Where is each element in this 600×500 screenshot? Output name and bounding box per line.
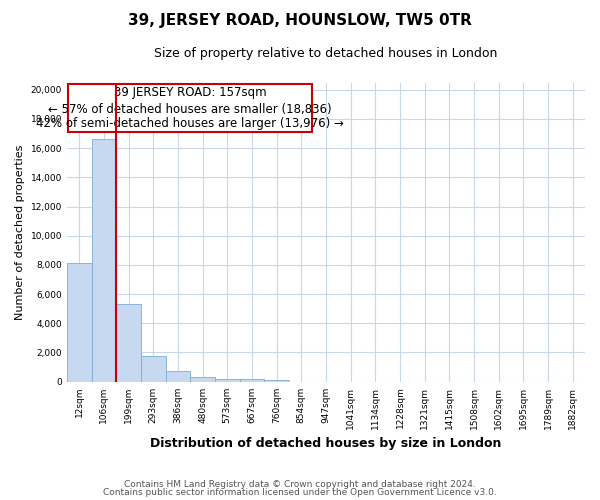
Bar xyxy=(264,380,289,382)
Bar xyxy=(141,356,166,382)
Y-axis label: Number of detached properties: Number of detached properties xyxy=(15,144,25,320)
Text: Contains HM Land Registry data © Crown copyright and database right 2024.: Contains HM Land Registry data © Crown c… xyxy=(124,480,476,489)
Bar xyxy=(116,304,141,382)
Text: 39, JERSEY ROAD, HOUNSLOW, TW5 0TR: 39, JERSEY ROAD, HOUNSLOW, TW5 0TR xyxy=(128,12,472,28)
Text: 42% of semi-detached houses are larger (13,976) →: 42% of semi-detached houses are larger (… xyxy=(37,117,344,130)
Bar xyxy=(190,376,215,382)
FancyBboxPatch shape xyxy=(68,84,313,132)
Bar xyxy=(67,264,92,382)
X-axis label: Distribution of detached houses by size in London: Distribution of detached houses by size … xyxy=(150,437,502,450)
Bar xyxy=(215,379,239,382)
Text: 39 JERSEY ROAD: 157sqm: 39 JERSEY ROAD: 157sqm xyxy=(114,86,266,99)
Bar xyxy=(166,370,190,382)
Title: Size of property relative to detached houses in London: Size of property relative to detached ho… xyxy=(154,48,497,60)
Bar xyxy=(92,140,116,382)
Bar xyxy=(239,380,264,382)
Text: Contains public sector information licensed under the Open Government Licence v3: Contains public sector information licen… xyxy=(103,488,497,497)
Text: ← 57% of detached houses are smaller (18,836): ← 57% of detached houses are smaller (18… xyxy=(49,102,332,116)
